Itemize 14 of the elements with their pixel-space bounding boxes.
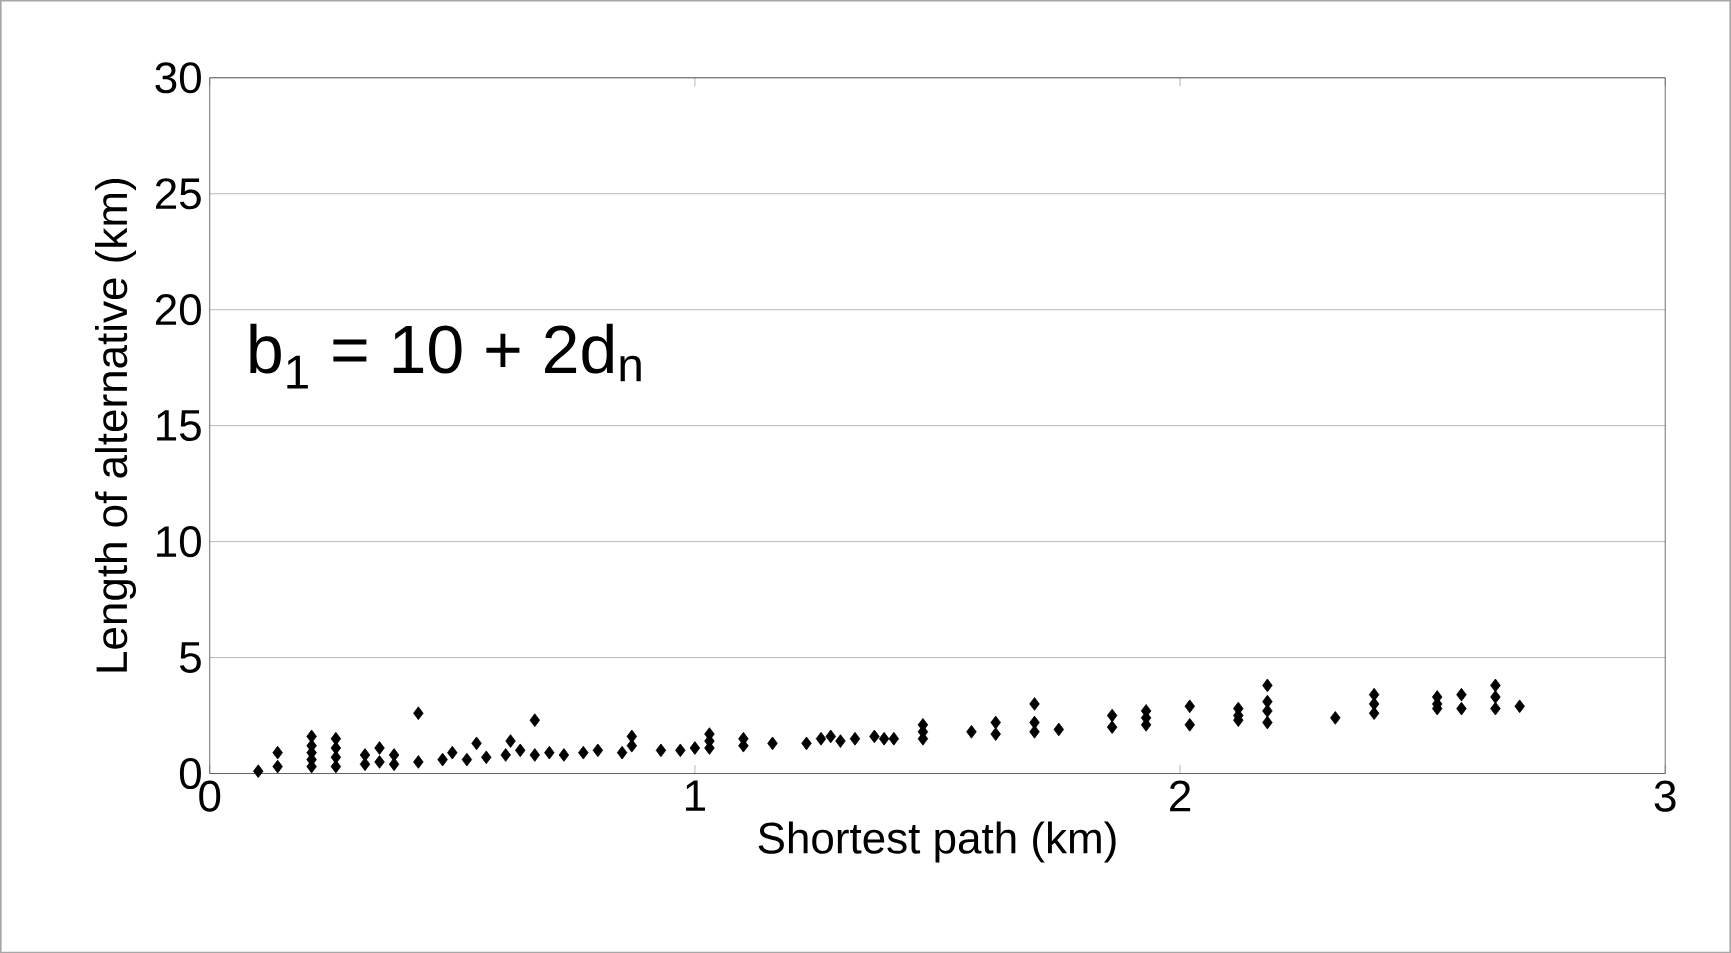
y-tick-label: 25 [155, 178, 201, 210]
x-axis-title: Shortest path (km) [758, 821, 1116, 863]
x-tick-label: 1 [686, 780, 705, 811]
y-tick-label: 0 [179, 757, 201, 789]
x-tick-label: 2 [1170, 780, 1191, 812]
y-tick-label: 15 [157, 410, 201, 441]
x-tick-label: 0 [199, 780, 221, 812]
y-tick-label: 5 [179, 642, 201, 673]
y-tick-label: 30 [155, 62, 201, 94]
annotation: b$_{1}$ = 10 + 2d$_{n}$ [250, 323, 641, 389]
y-tick-label: 10 [157, 525, 201, 558]
y-axis-title: Length of alternative (km) [95, 178, 137, 672]
y-tick-label: 20 [155, 293, 201, 326]
x-tick-label: 3 [1654, 780, 1676, 812]
